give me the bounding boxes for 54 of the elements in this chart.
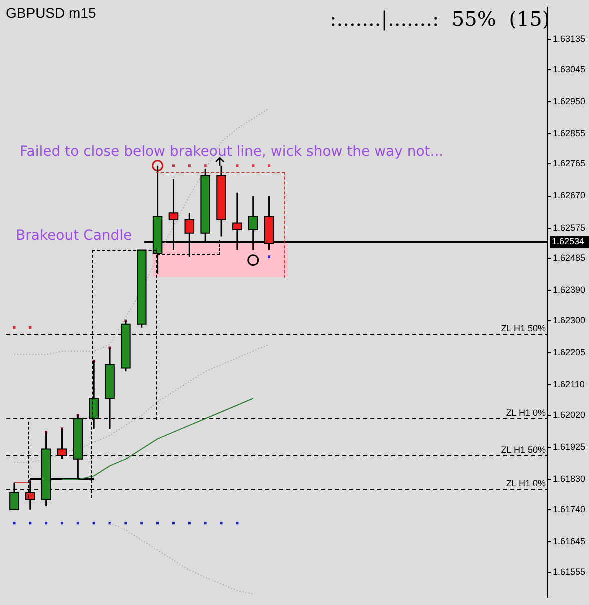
y-tick-label: 1.62205	[553, 348, 586, 358]
y-tick-label: 1.62020	[553, 410, 586, 420]
y-tick-label: 1.63135	[553, 34, 586, 44]
point	[220, 522, 223, 525]
point	[172, 164, 175, 168]
line-series	[14, 344, 270, 464]
y-tick-label: 1.62950	[553, 96, 586, 106]
y-tick-label: 1.61740	[553, 504, 586, 514]
ref-line-label: ZL H1 50%	[501, 324, 546, 334]
point	[45, 522, 48, 525]
y-tick-label: 1.62855	[553, 128, 586, 138]
y-tick-label: 1.61645	[553, 536, 586, 546]
point	[60, 522, 64, 525]
point	[156, 522, 160, 525]
point	[13, 522, 16, 525]
line-series	[110, 522, 254, 595]
chart-title: GBPUSD m15	[6, 5, 96, 21]
annotation: Brakeout Candle	[16, 228, 132, 244]
point	[152, 160, 164, 172]
point	[13, 326, 16, 330]
point	[204, 164, 207, 168]
ref-line-label: ZL H1 50%	[501, 444, 546, 455]
point	[236, 164, 239, 168]
point	[92, 522, 96, 525]
annotation: Failed to close below brakeout line, wick show the way not...	[20, 144, 444, 160]
point	[29, 326, 32, 330]
point	[204, 522, 207, 525]
point	[140, 522, 144, 525]
point	[236, 522, 239, 525]
y-tick-label: 1.62300	[553, 316, 586, 326]
point	[124, 522, 128, 525]
y-tick-label: 1.63045	[553, 64, 586, 74]
point	[76, 522, 80, 525]
point	[248, 254, 260, 266]
ref-line-label: ZL H1 0%	[506, 408, 546, 418]
ref-line-label: 1.62534	[552, 236, 585, 247]
y-tick-label: 1.61555	[553, 566, 586, 577]
point	[172, 522, 175, 525]
point	[29, 522, 32, 525]
y-tick-label: 1.62575	[553, 222, 586, 233]
line-series	[14, 108, 270, 356]
y-tick-label: 1.62765	[553, 158, 586, 169]
y-tick-label: 1.62485	[553, 253, 586, 264]
y-tick-label: 1.62390	[553, 285, 586, 296]
point	[188, 164, 191, 168]
ref-line-label: ZL H1 0%	[506, 478, 546, 489]
point	[188, 522, 191, 525]
y-tick-label: 1.61830	[553, 474, 586, 484]
y-tick-label: 1.62110	[553, 380, 585, 390]
point	[268, 164, 271, 168]
y-tick-label: 1.62670	[553, 190, 586, 201]
y-tick-label: 1.61925	[553, 442, 586, 452]
point	[252, 164, 255, 168]
point	[268, 256, 271, 258]
